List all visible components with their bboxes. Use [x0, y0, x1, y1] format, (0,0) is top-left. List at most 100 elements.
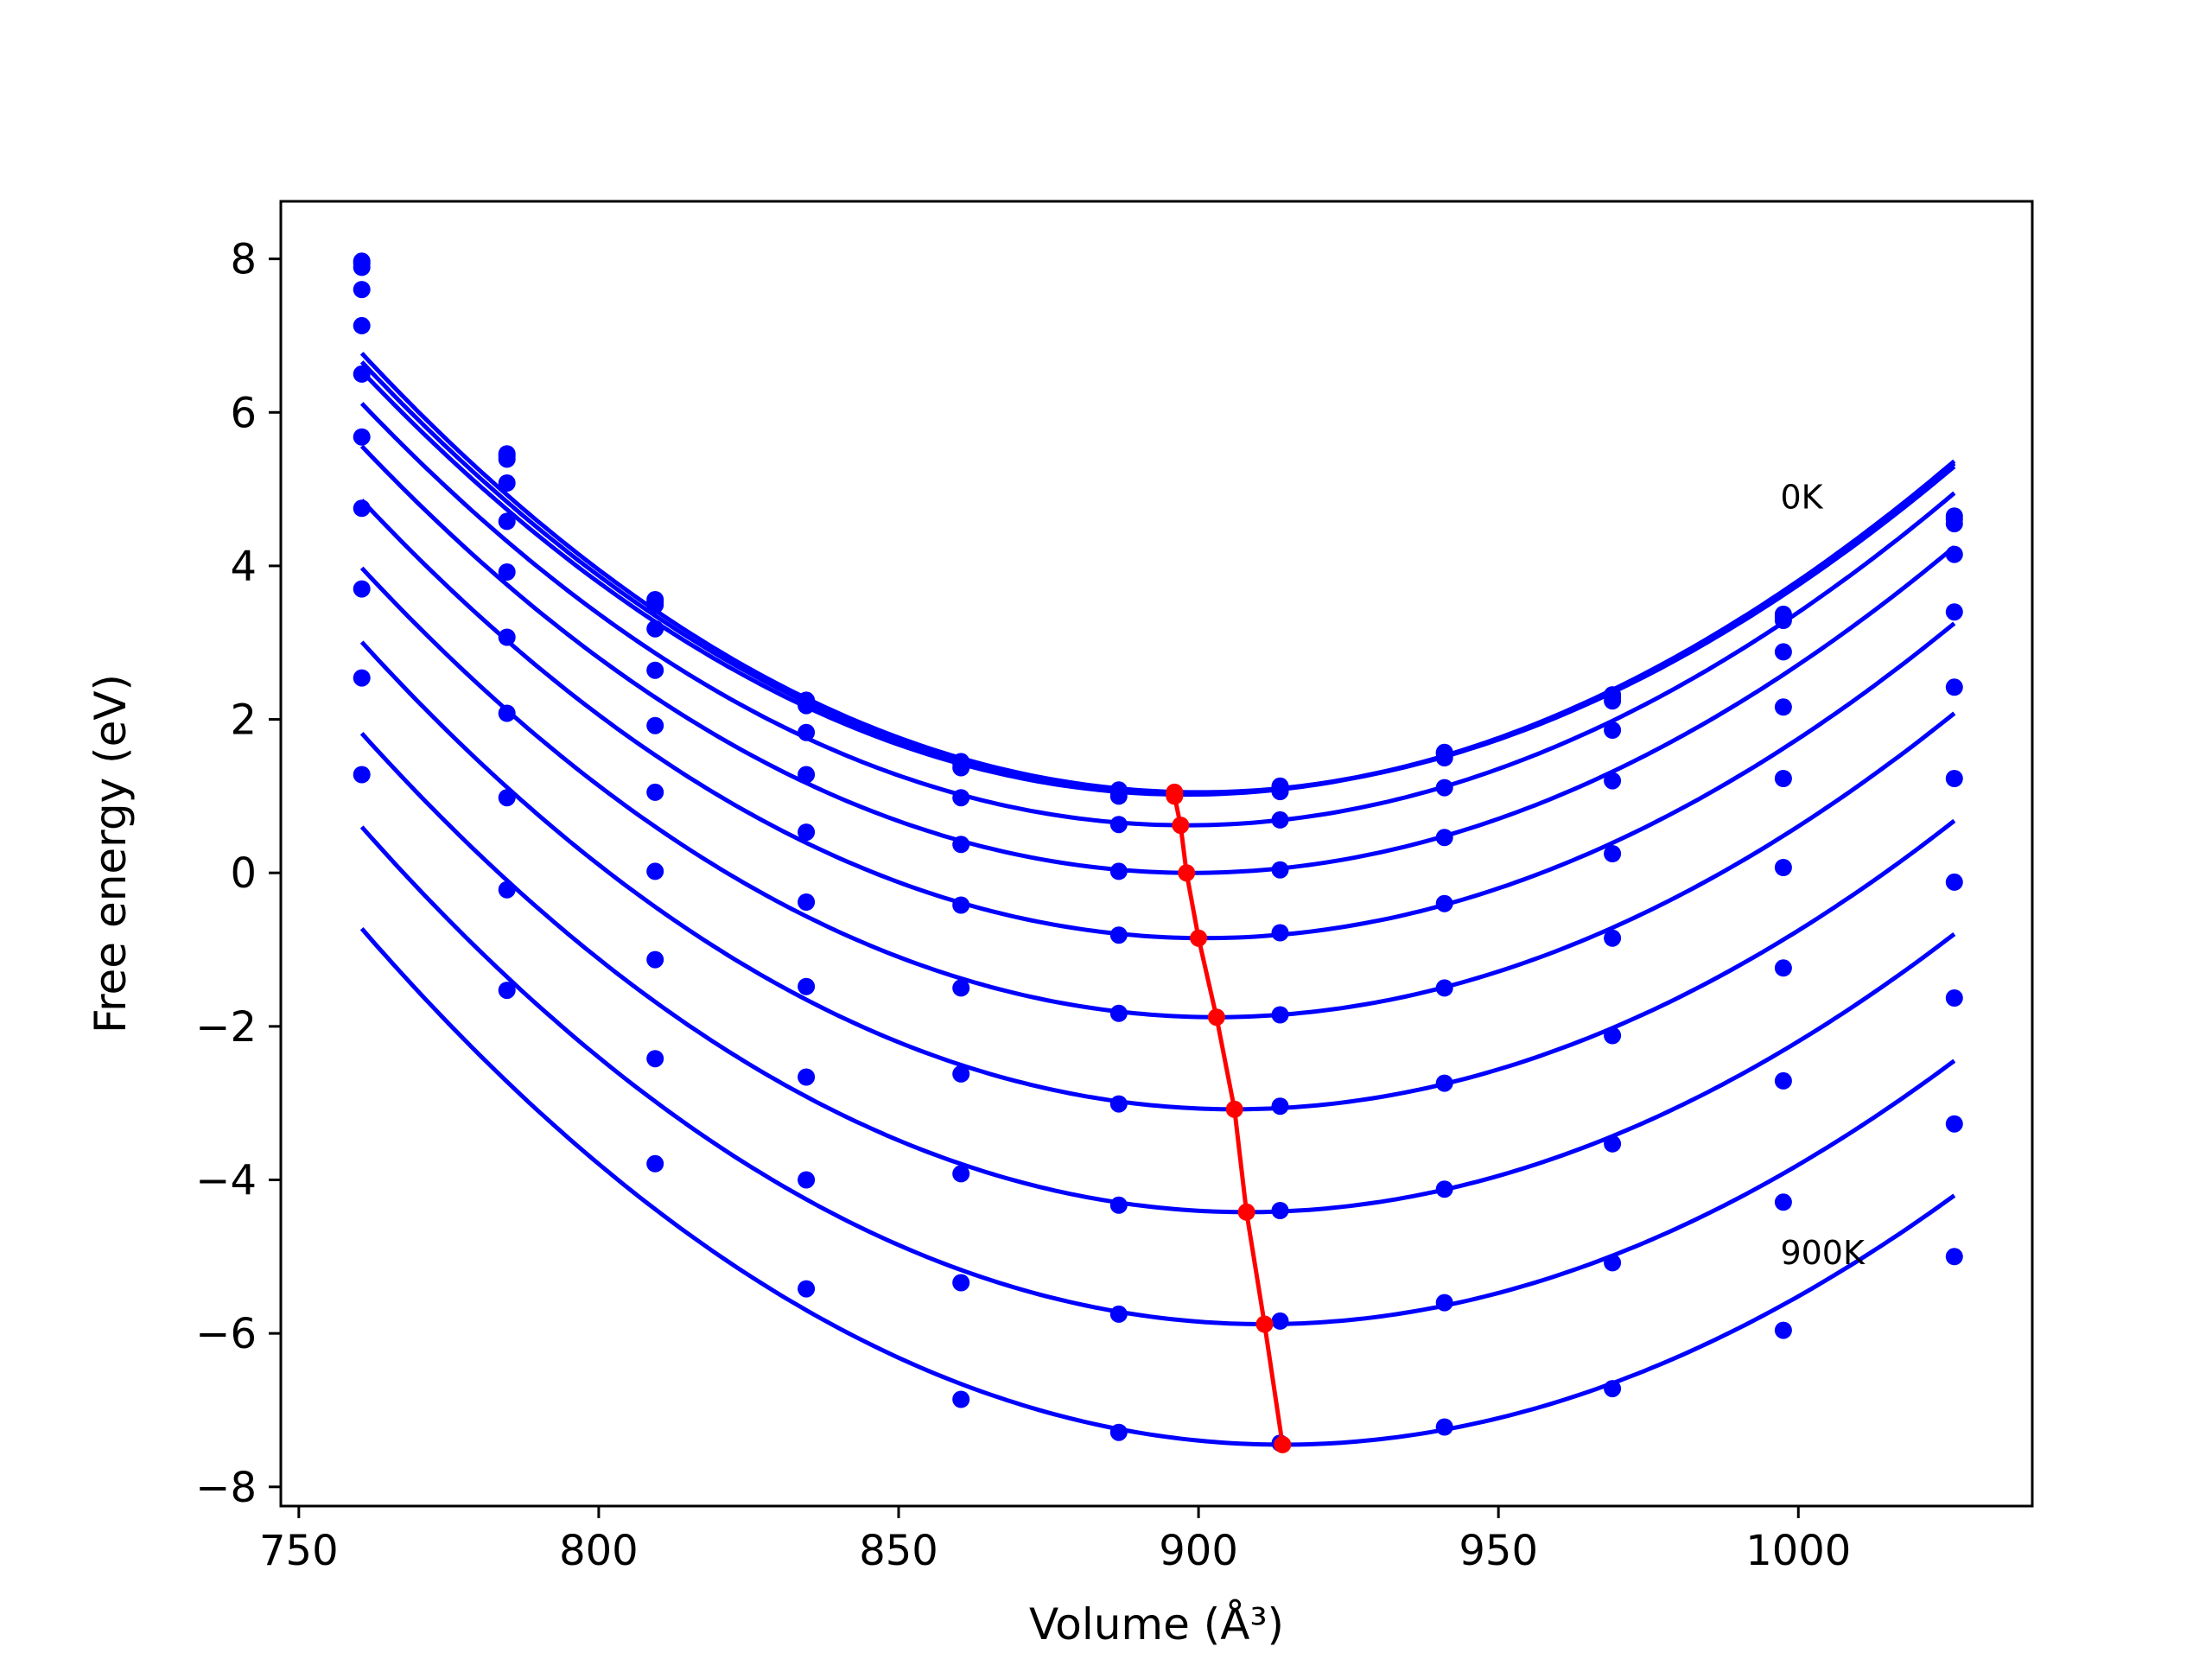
y-tick-label-0: 0 — [230, 849, 257, 898]
series-3-point-1 — [498, 474, 516, 492]
series-5-point-4 — [952, 896, 970, 914]
series-8-point-5 — [1109, 1196, 1128, 1214]
y-tick-label--4: −4 — [195, 1157, 257, 1205]
series-6-point-1 — [498, 628, 516, 646]
series-9-point-1 — [498, 880, 516, 899]
series-8-point-8 — [1604, 1135, 1622, 1153]
series-8-point-9 — [1774, 1071, 1792, 1090]
series-2-point-5 — [1109, 787, 1128, 805]
series-8-point-2 — [646, 950, 664, 969]
series-5-point-0 — [353, 365, 371, 383]
minimum-path-point-5 — [1207, 1008, 1225, 1027]
series-5-point-6 — [1271, 924, 1289, 942]
series-5-point-7 — [1435, 894, 1453, 912]
series-6-point-2 — [646, 783, 664, 801]
x-axis-label: Volume (Å³) — [1029, 1599, 1284, 1649]
series-5-point-9 — [1774, 770, 1792, 787]
series-3-point-0 — [353, 281, 371, 299]
series-10-point-8 — [1604, 1380, 1622, 1398]
series-3-point-4 — [952, 789, 970, 807]
series-4-point-2 — [646, 661, 664, 679]
minimum-path-point-1 — [1166, 787, 1184, 805]
series-2-point-8 — [1604, 692, 1622, 710]
series-2-point-1 — [498, 450, 516, 468]
series-9-point-2 — [646, 1050, 664, 1068]
series-10-point-7 — [1435, 1418, 1453, 1436]
series-9-point-3 — [798, 1171, 816, 1189]
series-8-point-10 — [1945, 989, 1963, 1007]
series-8-point-4 — [952, 1165, 970, 1183]
plot-frame — [279, 200, 2034, 1508]
series-4-point-3 — [798, 766, 816, 784]
series-10-point-1 — [498, 982, 516, 1000]
series-2-point-3 — [798, 696, 816, 715]
series-10-point-10 — [1945, 1248, 1963, 1266]
series-7-point-8 — [1604, 1027, 1622, 1045]
series-2-point-4 — [952, 759, 970, 777]
series-5-point-5 — [1109, 926, 1128, 944]
series-2-point-9 — [1774, 612, 1792, 629]
series-4-point-9 — [1774, 698, 1792, 716]
series-7-point-3 — [798, 977, 816, 995]
series-10-point-9 — [1774, 1321, 1792, 1339]
minimum-path-point-3 — [1178, 864, 1196, 882]
series-fit-line-10 — [359, 927, 1956, 1447]
x-tick-label-800: 800 — [559, 1527, 639, 1575]
series-9-point-6 — [1271, 1312, 1289, 1330]
series-5-point-10 — [1945, 678, 1963, 696]
plot-area — [353, 252, 1963, 1453]
series-6-point-6 — [1271, 1006, 1289, 1024]
y-tick-label--8: −8 — [195, 1464, 257, 1512]
series-3-point-2 — [646, 620, 664, 638]
y-tick-label-2: 2 — [230, 696, 257, 745]
series-5-point-2 — [646, 716, 664, 734]
series-4-point-4 — [952, 836, 970, 854]
series-5-point-3 — [798, 823, 816, 842]
annotation-900k: 900K — [1780, 1234, 1866, 1272]
series-3-point-10 — [1945, 545, 1963, 563]
series-8-point-6 — [1271, 1202, 1289, 1219]
y-tick-label--2: −2 — [195, 1003, 257, 1052]
series-6-point-7 — [1435, 979, 1453, 997]
series-7-point-5 — [1109, 1095, 1128, 1113]
series-9-point-5 — [1109, 1305, 1128, 1323]
axes: 750 800 850 900 950 1000 −8 −6 −4 −2 0 2 4 6 8 — [195, 200, 2034, 1575]
series-6-point-5 — [1109, 1004, 1128, 1022]
series-7-point-0 — [353, 499, 371, 518]
series-3-point-9 — [1774, 643, 1792, 661]
series-7-point-4 — [952, 1065, 970, 1083]
y-tick-label-4: 4 — [230, 543, 257, 591]
series-2-point-6 — [1271, 783, 1289, 801]
series-4-point-7 — [1435, 829, 1453, 847]
minimum-path-point-9 — [1274, 1435, 1292, 1453]
minimum-path-point-6 — [1225, 1100, 1243, 1118]
annotation-0k: 0K — [1780, 478, 1823, 516]
series-6-point-0 — [353, 428, 371, 446]
series-5-point-1 — [498, 563, 516, 581]
series-4-point-6 — [1271, 861, 1289, 879]
minimum-path-point-7 — [1237, 1203, 1255, 1221]
minimum-path-point-2 — [1172, 817, 1190, 835]
series-9-point-4 — [952, 1274, 970, 1292]
series-fit-line-2 — [359, 369, 1956, 798]
series-3-point-5 — [1109, 816, 1128, 834]
series-3-point-7 — [1435, 779, 1453, 797]
series-fit-line-6 — [359, 566, 1956, 1020]
series-4-point-10 — [1945, 603, 1963, 621]
series-6-point-3 — [798, 893, 816, 911]
series-2-point-7 — [1435, 749, 1453, 766]
series-fit-line-8 — [359, 732, 1956, 1215]
y-tick-label-6: 6 — [230, 389, 257, 437]
series-fit-line-4 — [359, 444, 1956, 875]
series-9-point-0 — [353, 669, 371, 687]
series-7-point-2 — [646, 862, 664, 880]
series-10-point-5 — [1109, 1423, 1128, 1441]
minimum-path-line — [1172, 791, 1285, 1446]
series-9-point-9 — [1774, 1193, 1792, 1211]
minimum-path-point-4 — [1190, 929, 1208, 947]
series-10-point-3 — [798, 1280, 816, 1298]
series-3-point-3 — [798, 723, 816, 741]
series-9-point-7 — [1435, 1294, 1453, 1312]
